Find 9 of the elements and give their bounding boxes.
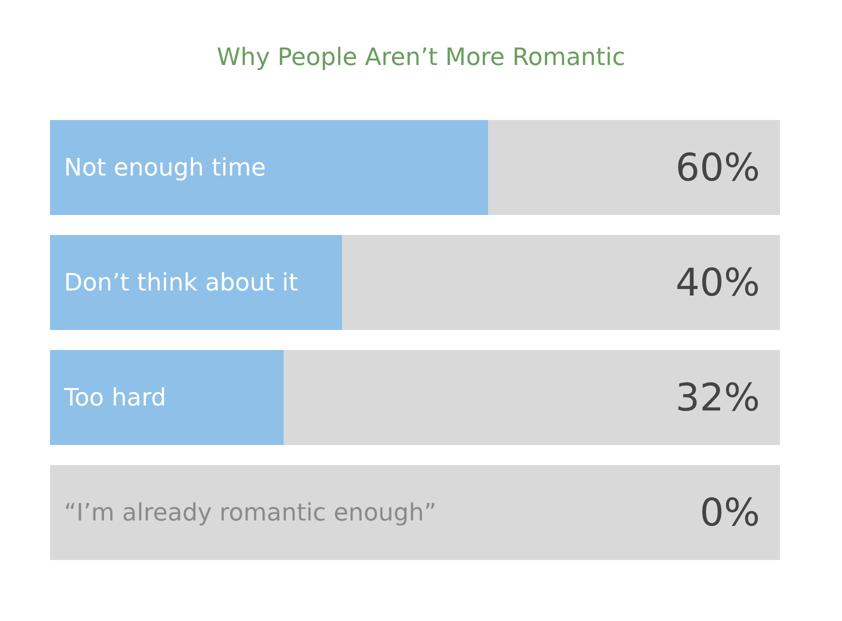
y-tick-label: Don’t think about it <box>64 268 298 296</box>
data-label: 0% <box>700 490 760 534</box>
y-tick-label: Too hard <box>63 384 166 412</box>
y-tick-label: “I’m already romantic enough” <box>64 498 436 526</box>
data-label: 60% <box>676 146 760 190</box>
chart-title: Why People Aren’t More Romantic <box>216 43 626 71</box>
data-label: 32% <box>676 376 760 420</box>
data-label: 40% <box>676 260 760 304</box>
y-tick-label: Not enough time <box>64 154 266 182</box>
